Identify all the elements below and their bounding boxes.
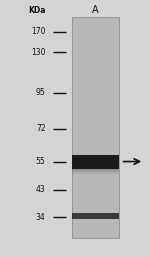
- FancyBboxPatch shape: [72, 172, 119, 173]
- FancyBboxPatch shape: [72, 170, 119, 171]
- FancyBboxPatch shape: [72, 213, 119, 219]
- Text: 95: 95: [36, 88, 46, 97]
- FancyBboxPatch shape: [72, 17, 119, 238]
- FancyBboxPatch shape: [72, 154, 119, 169]
- Text: 130: 130: [31, 48, 46, 57]
- Text: 55: 55: [36, 157, 46, 166]
- FancyBboxPatch shape: [72, 169, 119, 170]
- FancyBboxPatch shape: [72, 171, 119, 172]
- Text: 170: 170: [31, 27, 46, 36]
- FancyBboxPatch shape: [72, 173, 119, 174]
- Text: 43: 43: [36, 185, 46, 194]
- Text: 34: 34: [36, 213, 46, 222]
- Text: 72: 72: [36, 124, 46, 133]
- Text: A: A: [92, 5, 99, 15]
- Text: KDa: KDa: [28, 6, 46, 15]
